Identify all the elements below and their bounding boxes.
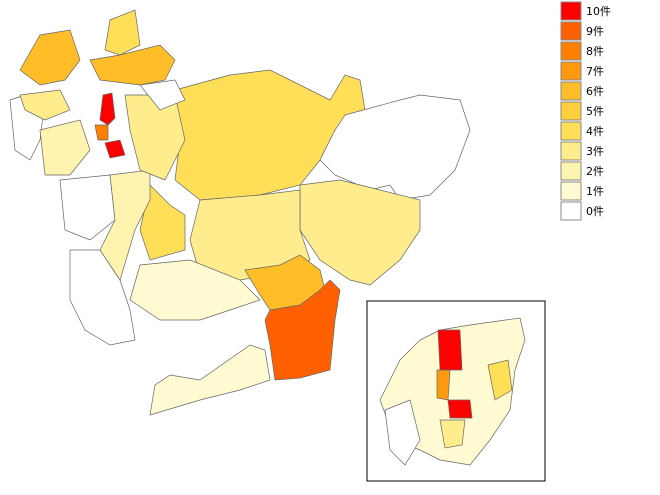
region bbox=[59, 174, 116, 241]
region bbox=[139, 184, 186, 261]
legend-label: 0件 bbox=[586, 205, 604, 218]
legend-label: 6件 bbox=[586, 85, 604, 98]
region bbox=[69, 249, 136, 346]
legend-swatch bbox=[560, 1, 582, 21]
legend-swatch bbox=[560, 181, 582, 201]
inset-frame bbox=[366, 300, 546, 482]
legend-swatch bbox=[560, 161, 582, 181]
region bbox=[149, 344, 271, 416]
legend-label: 2件 bbox=[586, 165, 604, 178]
region bbox=[437, 329, 463, 371]
legend-label: 9件 bbox=[586, 25, 604, 38]
legend-swatch bbox=[560, 61, 582, 81]
region bbox=[447, 399, 473, 419]
region bbox=[384, 399, 421, 466]
region bbox=[104, 9, 141, 56]
region bbox=[439, 419, 466, 449]
legend-label: 1件 bbox=[586, 185, 604, 198]
region-layer bbox=[9, 9, 526, 466]
legend-swatch bbox=[560, 21, 582, 41]
region bbox=[19, 29, 81, 86]
region bbox=[319, 94, 471, 201]
region bbox=[129, 259, 261, 321]
legend: 10件 9件 8件 7件 6件 5件 4件 3件 2件 1件 0件 bbox=[560, 1, 611, 221]
region bbox=[94, 124, 109, 141]
legend-swatch bbox=[560, 201, 582, 221]
legend-label: 5件 bbox=[586, 105, 604, 118]
legend-swatch bbox=[560, 141, 582, 161]
region bbox=[487, 359, 513, 401]
region bbox=[264, 279, 341, 381]
region bbox=[139, 79, 186, 111]
legend-swatch bbox=[560, 121, 582, 141]
legend-label: 8件 bbox=[586, 45, 604, 58]
region bbox=[299, 179, 421, 286]
legend-label: 4件 bbox=[586, 125, 604, 138]
region bbox=[436, 369, 451, 401]
region bbox=[99, 169, 151, 281]
legend-swatch bbox=[560, 101, 582, 121]
region bbox=[39, 119, 91, 176]
region bbox=[89, 44, 176, 86]
region bbox=[19, 89, 71, 121]
legend-swatch bbox=[560, 41, 582, 61]
legend-label: 3件 bbox=[586, 145, 604, 158]
region bbox=[104, 139, 126, 159]
legend-swatch bbox=[560, 81, 582, 101]
region bbox=[99, 92, 116, 126]
region bbox=[124, 94, 186, 181]
legend-label: 10件 bbox=[586, 5, 611, 18]
legend-label: 7件 bbox=[586, 65, 604, 78]
